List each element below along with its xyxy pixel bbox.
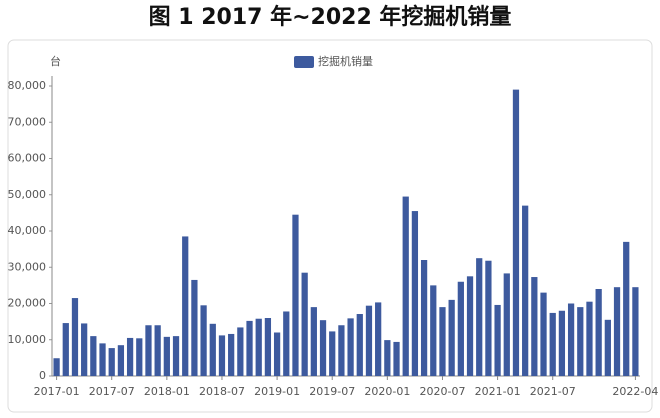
bar <box>522 205 529 376</box>
bar <box>439 307 446 376</box>
bar <box>90 336 97 376</box>
bar <box>356 314 363 376</box>
y-tick-label: 0 <box>39 369 46 382</box>
bar <box>512 89 520 376</box>
bar <box>393 341 400 376</box>
x-tick-label: 2017-07 <box>89 385 135 398</box>
x-tick-label: 2017-01 <box>34 385 80 398</box>
bar <box>411 211 419 376</box>
bar <box>347 318 354 376</box>
bar <box>163 336 170 376</box>
bar <box>402 196 409 376</box>
bar <box>292 214 299 376</box>
bar <box>246 320 253 376</box>
bar <box>384 340 391 376</box>
y-unit: 台 <box>50 54 61 68</box>
x-tick-label: 2021-07 <box>530 385 576 398</box>
y-tick-label: 40,000 <box>8 224 47 237</box>
bar <box>172 336 180 376</box>
bar <box>329 331 336 376</box>
bar <box>577 307 584 376</box>
bar <box>273 332 281 376</box>
bar <box>466 276 474 376</box>
bar <box>264 318 272 376</box>
y-tick-label: 20,000 <box>8 297 47 310</box>
bar <box>117 345 125 376</box>
bar <box>623 241 630 376</box>
y-tick-label: 80,000 <box>8 79 47 92</box>
bar <box>540 292 547 376</box>
bar <box>301 272 308 376</box>
y-tick-label: 30,000 <box>8 260 47 273</box>
bar <box>99 343 106 376</box>
bar <box>228 333 235 376</box>
bar <box>457 281 464 376</box>
bar <box>182 236 189 376</box>
bar <box>485 260 492 376</box>
bar <box>81 323 88 376</box>
x-tick-label: 2021-01 <box>475 385 521 398</box>
x-tick-label: 2020-01 <box>364 385 410 398</box>
bar <box>283 311 290 376</box>
x-tick-label: 2018-01 <box>144 385 190 398</box>
x-tick-label: 2018-07 <box>199 385 245 398</box>
legend-swatch <box>294 56 314 68</box>
bar <box>558 310 566 376</box>
x-tick-label: 2020-07 <box>419 385 465 398</box>
bar <box>145 325 152 376</box>
bar <box>365 305 373 376</box>
bar <box>613 287 621 376</box>
y-tick-label: 70,000 <box>8 115 47 128</box>
y-tick-label: 60,000 <box>8 152 47 165</box>
bar <box>136 338 143 376</box>
x-tick-label: 2022-04 <box>612 385 658 398</box>
bar <box>595 289 602 376</box>
bar <box>255 318 262 376</box>
chart-frame <box>7 39 653 413</box>
bar <box>494 304 501 376</box>
bar <box>108 348 115 376</box>
bar <box>310 307 317 376</box>
bar <box>604 319 611 376</box>
bar <box>586 301 593 376</box>
bar <box>319 320 327 376</box>
bar <box>218 335 226 376</box>
x-tick-label: 2019-07 <box>309 385 355 398</box>
y-tick-label: 50,000 <box>8 188 47 201</box>
bar <box>200 305 207 376</box>
chart-title: 图 1 2017 年~2022 年挖掘机销量 <box>149 4 512 30</box>
bar <box>503 273 510 376</box>
bar <box>191 279 198 376</box>
x-tick-label: 2019-01 <box>254 385 300 398</box>
bar <box>53 358 60 376</box>
y-tick-label: 10,000 <box>8 333 47 346</box>
bar <box>71 298 79 376</box>
bar <box>531 277 538 376</box>
bar <box>632 287 639 376</box>
bar <box>375 302 382 376</box>
bar <box>430 285 437 376</box>
bar <box>126 337 134 376</box>
bar <box>476 258 483 376</box>
bar <box>448 299 455 376</box>
bar <box>154 325 161 376</box>
bar <box>338 325 345 376</box>
bar <box>209 323 216 376</box>
bar <box>62 323 69 376</box>
bar <box>237 327 244 376</box>
legend-label: 挖掘机销量 <box>318 54 373 68</box>
bar <box>567 303 575 376</box>
bar <box>549 312 556 376</box>
bar <box>420 260 428 376</box>
